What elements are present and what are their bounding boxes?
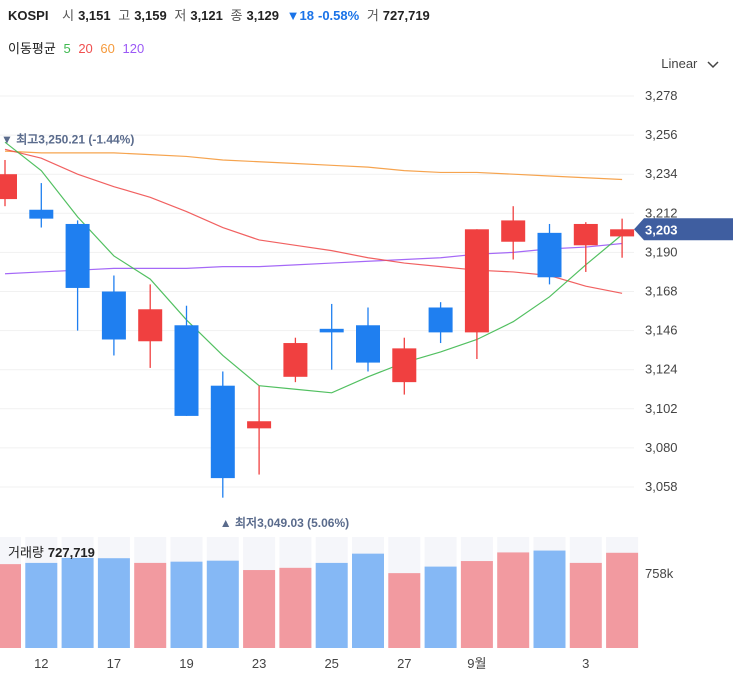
low-value: 3,121 [190,8,223,23]
candle-body [101,291,126,340]
y-tick-label: 3,234 [645,166,678,181]
volume-panel-label: 거래량 727,719 [8,542,95,561]
y-tick-label: 3,190 [645,244,678,259]
y-tick-label: 3,146 [645,323,678,338]
volume-bar [206,560,239,648]
volume-bar [424,566,457,648]
close-value: 3,129 [246,8,280,23]
x-tick-label: 9월 [467,656,486,671]
open-value: 3,151 [78,8,111,23]
volume-bar [279,567,312,648]
volume-panel-title: 거래량 [8,545,44,560]
scale-dropdown[interactable]: Linear [661,56,719,71]
x-tick-label: 3 [582,656,589,671]
low-annotation: ▲ 최저3,049.03 (5.06%) [220,515,349,530]
ma-title: 이동평균 [8,41,56,56]
chevron-down-icon [707,61,719,68]
ma-60-line [4,150,623,181]
ma-20-line [4,148,623,294]
volume-bar [497,552,530,648]
volume-value: 727,719 [382,8,430,23]
ma-120-label: 120 [122,41,145,56]
y-tick-label: 3,212 [645,205,678,220]
moving-average-legend[interactable]: 이동평균 5 20 60 120 [8,38,148,57]
x-tick-label: 27 [397,656,411,671]
candle-body [501,220,526,242]
ma-20-label: 20 [78,41,93,56]
change-value: ▼18 [286,8,314,23]
candle-body [428,307,453,333]
volume-panel-value: 727,719 [47,545,95,560]
volume-bar [533,550,566,648]
candle-body [319,328,344,333]
open-label: 시 [62,8,75,23]
volume-bar [134,562,167,648]
candle-body [138,309,163,342]
high-label: 고 [118,8,131,23]
volume-bar [569,562,602,648]
volume-bar [25,562,58,648]
symbol: KOSPI [8,8,49,23]
candle-body [283,343,308,377]
candle-body [573,223,598,246]
volume-axis-tick: 758k [645,566,674,581]
volume-bar [315,562,348,648]
volume-bar [170,561,203,648]
volume-bar [61,557,94,648]
ma-120-line [4,242,623,275]
high-annotation: ▼ 최고3,250.21 (-1.44%) [1,131,134,146]
y-tick-label: 3,124 [645,362,678,377]
high-value: 3,159 [134,8,167,23]
ma-5-label: 5 [63,41,71,56]
change-percent: -0.58% [317,8,360,23]
volume-bar [606,552,639,648]
y-tick-label: 3,102 [645,401,678,416]
volume-bar [388,573,421,648]
y-tick-label: 3,080 [645,440,678,455]
candle-body [610,229,635,237]
current-price-tag [634,218,733,241]
y-tick-label: 3,256 [645,127,678,142]
candle-body [392,348,417,383]
volume-bar [97,558,130,648]
close-label: 종 [230,8,243,23]
candle-body [29,209,54,219]
x-tick-label: 12 [34,656,48,671]
scale-mode-label: Linear [661,56,698,71]
ma-60-label: 60 [100,41,115,56]
x-tick-label: 25 [324,656,338,671]
volume-bar [460,561,493,648]
low-label: 저 [174,8,187,23]
y-tick-label: 3,058 [645,479,678,494]
candle-body [537,232,562,278]
candle-body [464,229,489,333]
x-tick-label: 23 [252,656,266,671]
candle-body [174,325,199,416]
x-tick-label: 17 [107,656,121,671]
candle-body [356,325,380,363]
y-tick-label: 3,278 [645,88,678,103]
volume-bar [352,553,384,648]
quote-header: KOSPI 시 3,151 고 3,159 저 3,121 종 3,129 ▼18 -0.… [8,5,434,24]
candle-body [247,421,272,429]
volume-bar [243,570,276,648]
candle-body [210,385,235,479]
volume-bar [0,564,21,648]
y-tick-label: 3,168 [645,284,678,299]
candle-body [65,223,90,288]
ma-5-line [4,141,623,394]
current-price-label: 3,203 [645,222,678,237]
candle-body [0,174,17,200]
volume-label: 거 [366,8,379,23]
x-tick-label: 19 [179,656,193,671]
